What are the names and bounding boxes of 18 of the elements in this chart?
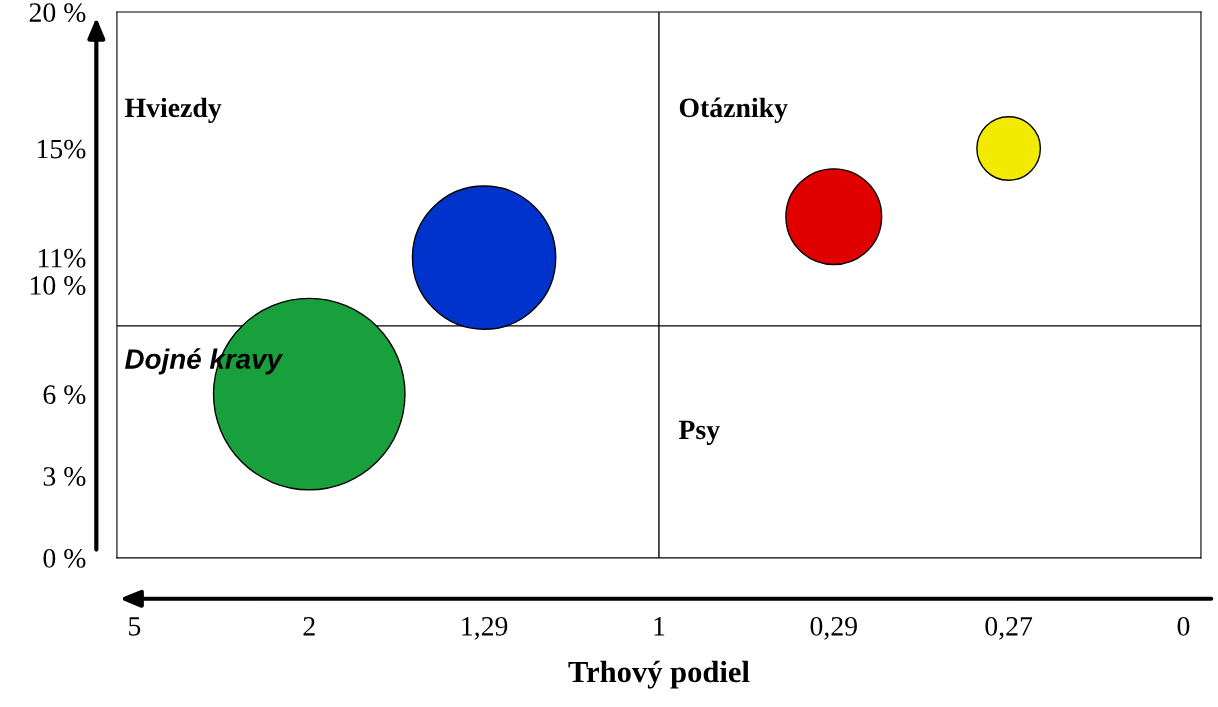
y-tick-label: 20 % [29, 3, 86, 23]
y-tick-label: 11% [38, 248, 86, 268]
y-tick-label: 15% [37, 139, 86, 159]
x-tick-label: 0,29 [810, 616, 857, 640]
x-tick-label: 1 [654, 617, 665, 636]
y-tick-label: 10 % [30, 276, 86, 295]
x-tick-label: 0 [1177, 616, 1190, 636]
x-tick-label: 2 [303, 617, 315, 636]
annotation: Psy [678, 420, 720, 445]
x-tick-label: 5 [129, 617, 141, 636]
y-tick-label: 6 % [43, 385, 86, 405]
y-tick-label: 0 % [43, 548, 86, 568]
x-axis-title: Trhový podiel [568, 660, 750, 689]
x-tick-label: 1,29 [462, 617, 508, 640]
y-tick-label: 3 % [43, 467, 86, 486]
annotation: Otázniky [679, 97, 788, 123]
annotation: Hviezdy [124, 97, 222, 123]
x-tick-label: 0,27 [985, 616, 1033, 640]
